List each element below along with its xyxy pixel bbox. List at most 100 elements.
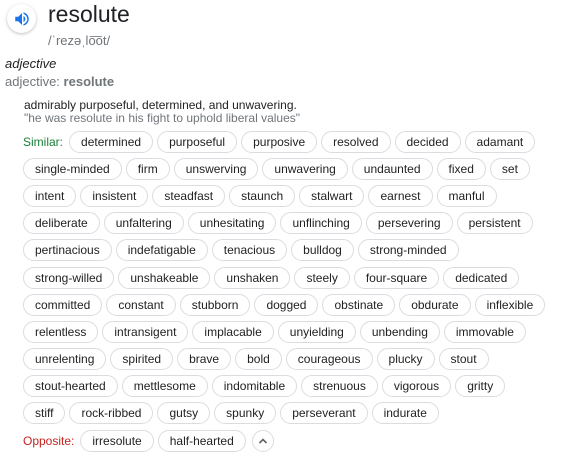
phonetic-transcription: /ˈrezəˌlo͞ot/ <box>48 33 111 48</box>
synonym-chip[interactable]: plucky <box>376 348 435 371</box>
speaker-icon <box>14 11 29 26</box>
synonym-chip[interactable]: purposeful <box>157 130 238 153</box>
synonym-chip[interactable]: deliberate <box>23 212 100 235</box>
synonym-chip[interactable]: intent <box>23 184 77 207</box>
synonym-chip[interactable]: pertinacious <box>23 239 112 262</box>
similar-row: intent insistent steadfast staunch stalwart e… <box>23 182 563 209</box>
synonym-chip[interactable]: persevering <box>365 212 453 235</box>
usage-example: "he was resolute in his fight to uphold … <box>24 111 301 125</box>
synonym-chip[interactable]: inflexible <box>474 293 546 316</box>
similar-list: Similar: determined purposeful purposive res… <box>23 128 563 427</box>
headword: resolute <box>48 1 130 27</box>
synonym-chip[interactable]: stout <box>438 348 489 371</box>
synonym-chip[interactable]: perseverant <box>280 402 368 425</box>
synonym-chip[interactable]: unswerving <box>173 157 259 180</box>
pronunciation-button[interactable] <box>7 4 36 33</box>
synonym-chip[interactable]: gutsy <box>157 402 211 425</box>
synonym-chip[interactable]: committed <box>23 293 103 316</box>
similar-row: unrelenting spirited brave bold courageous pl… <box>23 346 563 373</box>
synonym-chip[interactable]: obstinate <box>322 293 396 316</box>
synonym-chip[interactable]: strong-minded <box>357 239 459 262</box>
synonym-chip[interactable]: unyielding <box>277 320 356 343</box>
synonym-chip[interactable]: relentless <box>23 320 99 343</box>
synonym-chip[interactable]: steely <box>294 266 350 289</box>
synonym-chip[interactable]: bulldog <box>291 239 354 262</box>
synonym-chip[interactable]: stubborn <box>179 293 251 316</box>
antonym-chip[interactable]: irresolute <box>80 429 154 452</box>
synonym-chip[interactable]: immovable <box>443 320 526 343</box>
synonym-chip[interactable]: persistent <box>456 212 533 235</box>
synonym-chip[interactable]: unbending <box>359 320 440 343</box>
synonym-chip[interactable]: unwavering <box>262 157 348 180</box>
similar-row: stout-hearted mettlesome indomitable strenu… <box>23 373 563 400</box>
synonym-chip[interactable]: manful <box>436 184 497 207</box>
synonym-chip[interactable]: vigorous <box>381 375 452 398</box>
synonym-chip[interactable]: bold <box>235 348 282 371</box>
synonym-chip[interactable]: undaunted <box>351 157 433 180</box>
synonym-chip[interactable]: strenuous <box>301 375 378 398</box>
synonym-chip[interactable]: strong-willed <box>23 266 115 289</box>
synonym-chip[interactable]: spunky <box>214 402 277 425</box>
similar-label: Similar: <box>23 134 64 149</box>
word-form-line: adjective: resolute <box>5 74 114 89</box>
synonym-chip[interactable]: courageous <box>285 348 373 371</box>
part-of-speech: adjective <box>5 56 57 71</box>
synonym-chip[interactable]: constant <box>106 293 176 316</box>
synonym-chip[interactable]: decided <box>394 130 461 153</box>
opposite-chips: irresolute half-hearted <box>80 429 249 452</box>
synonym-chip[interactable]: unshaken <box>214 266 291 289</box>
synonym-chip[interactable]: stout-hearted <box>23 375 118 398</box>
synonym-chip[interactable]: indomitable <box>211 375 298 398</box>
synonym-chip[interactable]: determined <box>69 130 154 153</box>
synonym-chip[interactable]: four-square <box>353 266 440 289</box>
synonym-chip[interactable]: tenacious <box>211 239 288 262</box>
similar-row: strong-willed unshakeable unshaken steely fo… <box>23 264 563 291</box>
synonym-chip[interactable]: resolved <box>321 130 391 153</box>
collapse-button[interactable] <box>251 429 274 452</box>
synonym-chip[interactable]: brave <box>177 348 232 371</box>
synonym-chip[interactable]: spirited <box>110 348 174 371</box>
synonym-chip[interactable]: earnest <box>368 184 433 207</box>
synonym-chip[interactable]: gritty <box>455 375 506 398</box>
chevron-up-icon <box>258 438 267 444</box>
similar-row: stiff rock-ribbed gutsy spunky perseverant in… <box>23 400 563 427</box>
similar-row: single-minded firm unswerving unwavering und… <box>23 155 563 182</box>
synonym-chip[interactable]: obdurate <box>399 293 471 316</box>
synonym-chip[interactable]: firm <box>125 157 170 180</box>
synonym-chip[interactable]: stiff <box>23 402 66 425</box>
synonym-chip[interactable]: mettlesome <box>121 375 208 398</box>
antonym-chip[interactable]: half-hearted <box>157 429 246 452</box>
similar-row: Similar: determined purposeful purposive res… <box>23 128 563 155</box>
synonym-chip[interactable]: indurate <box>371 402 439 425</box>
synonym-chip[interactable]: unhesitating <box>187 212 277 235</box>
synonym-chip[interactable]: stalwart <box>299 184 365 207</box>
definition: admirably purposeful, determined, and un… <box>24 98 297 112</box>
similar-row: deliberate unfaltering unhesitating unflinc… <box>23 210 563 237</box>
similar-row: committed constant stubborn dogged obstinate… <box>23 291 563 318</box>
word-form-value: resolute <box>63 74 115 89</box>
synonym-chip[interactable]: fixed <box>436 157 486 180</box>
synonym-chip[interactable]: dedicated <box>443 266 520 289</box>
synonym-chip[interactable]: insistent <box>80 184 149 207</box>
synonym-chip[interactable]: set <box>489 157 530 180</box>
synonym-chip[interactable]: indefatigable <box>115 239 208 262</box>
synonym-chip[interactable]: unfaltering <box>103 212 184 235</box>
synonym-chip[interactable]: adamant <box>464 130 536 153</box>
synonym-chip[interactable]: dogged <box>254 293 319 316</box>
similar-row: relentless intransigent implacable unyieldi… <box>23 318 563 345</box>
opposite-label: Opposite: <box>23 433 75 448</box>
synonym-chip[interactable]: unflinching <box>280 212 362 235</box>
synonym-chip[interactable]: rock-ribbed <box>69 402 154 425</box>
synonyms-section: Similar: determined purposeful purposive res… <box>23 128 563 454</box>
synonym-chip[interactable]: purposive <box>241 130 318 153</box>
synonym-chip[interactable]: unrelenting <box>23 348 107 371</box>
synonym-chip[interactable]: single-minded <box>23 157 122 180</box>
word-form-label: adjective: <box>5 74 60 89</box>
similar-row: pertinacious indefatigable tenacious bulldo… <box>23 237 563 264</box>
opposite-row: Opposite: irresolute half-hearted <box>23 427 563 454</box>
synonym-chip[interactable]: unshakeable <box>118 266 211 289</box>
synonym-chip[interactable]: implacable <box>192 320 274 343</box>
synonym-chip[interactable]: staunch <box>229 184 296 207</box>
synonym-chip[interactable]: intransigent <box>102 320 189 343</box>
synonym-chip[interactable]: steadfast <box>152 184 226 207</box>
